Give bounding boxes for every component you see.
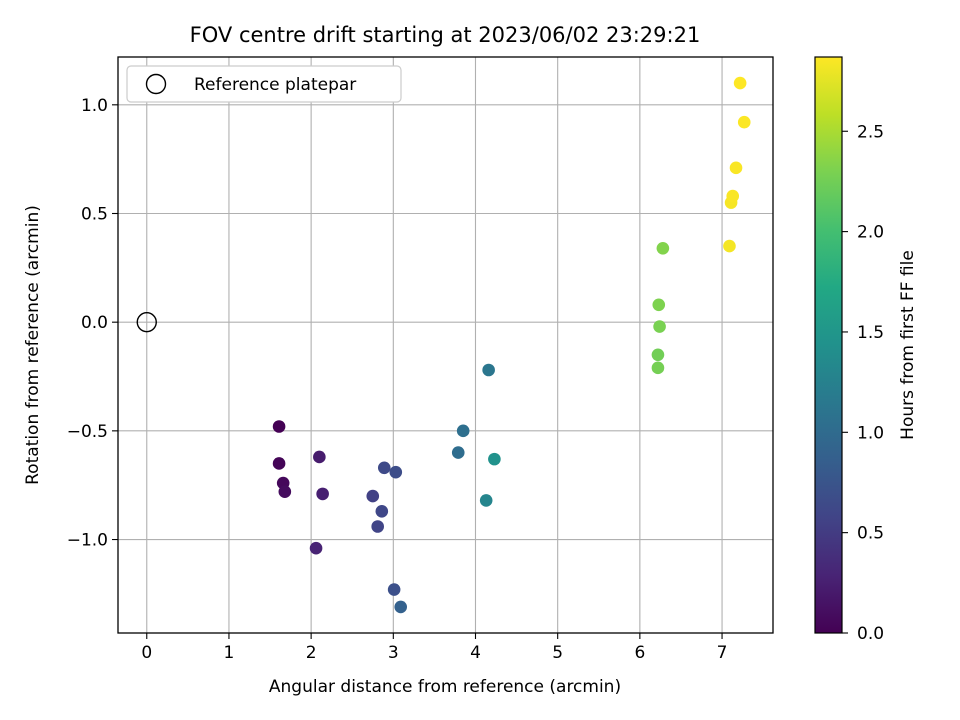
x-tick-label: 4 xyxy=(470,643,481,663)
x-tick-label: 0 xyxy=(141,643,152,663)
data-point xyxy=(389,465,403,479)
data-point xyxy=(387,583,401,596)
data-point xyxy=(651,361,665,375)
data-point xyxy=(316,487,329,501)
chart-title: FOV centre drift starting at 2023/06/02 … xyxy=(190,23,701,47)
y-tick-label: 0.5 xyxy=(81,204,108,224)
data-point xyxy=(723,239,736,253)
data-point xyxy=(737,115,751,129)
colorbar-tick-label: 2.0 xyxy=(857,223,884,243)
y-tick-label: 0.0 xyxy=(81,313,108,333)
legend-marker xyxy=(145,73,167,95)
reference-marker-group xyxy=(136,311,157,333)
x-tick-label: 3 xyxy=(388,643,399,663)
data-point xyxy=(366,489,380,503)
x-axis-label: Angular distance from reference (arcmin) xyxy=(269,677,621,697)
data-point xyxy=(488,452,501,466)
data-point xyxy=(278,485,292,499)
data-point xyxy=(653,320,666,333)
data-point xyxy=(726,189,740,203)
reference-platepar-marker xyxy=(136,311,157,333)
data-point xyxy=(394,600,408,614)
y-axis-label: Rotation from reference (arcmin) xyxy=(23,205,43,485)
data-point xyxy=(482,363,495,377)
colorbar-label: Hours from first FF file xyxy=(898,250,918,440)
data-point xyxy=(733,76,747,90)
x-tick-label: 1 xyxy=(224,643,235,663)
data-point xyxy=(371,520,384,533)
y-tick-label: −1.0 xyxy=(67,531,108,551)
colorbar: 0.0 0.5 1.0 1.5 2.0 2.5 Hours from first FF f… xyxy=(814,56,918,644)
colorbar-tick-label: 1.5 xyxy=(857,323,884,343)
y-tick-label: −0.5 xyxy=(67,422,108,442)
y-ticks: −1.0 −0.5 0.0 0.5 1.0 xyxy=(67,96,118,551)
colorbar-tick-label: 2.5 xyxy=(857,122,884,142)
data-point xyxy=(451,446,465,459)
data-point xyxy=(656,241,670,255)
colorbar-tick-label: 0.5 xyxy=(857,524,884,544)
data-point xyxy=(651,348,665,362)
colorbar-gradient xyxy=(815,57,842,633)
data-point xyxy=(272,457,286,470)
data-point xyxy=(479,494,493,507)
colorbar-tick-label: 1.0 xyxy=(857,423,884,443)
data-point xyxy=(375,504,389,518)
scatter-points xyxy=(272,76,751,614)
x-tick-label: 6 xyxy=(634,643,645,663)
data-point xyxy=(652,298,666,312)
data-point xyxy=(313,450,326,464)
data-point xyxy=(456,424,470,438)
data-point xyxy=(377,461,391,475)
legend-box xyxy=(126,65,402,103)
x-ticks: 0 1 2 3 4 5 6 7 xyxy=(141,633,727,663)
data-point xyxy=(272,420,286,433)
colorbar-tick-label: 0.0 xyxy=(857,624,884,644)
colorbar-ticks: 0.0 0.5 1.0 1.5 2.0 2.5 xyxy=(842,122,884,644)
legend: Reference platepar xyxy=(126,65,402,103)
x-tick-label: 2 xyxy=(306,643,317,663)
data-point xyxy=(309,541,323,555)
plot-frame xyxy=(117,56,774,634)
data-point xyxy=(729,161,743,175)
legend-label: Reference platepar xyxy=(194,75,356,95)
y-tick-label: 1.0 xyxy=(81,96,108,116)
colorbar-frame xyxy=(814,56,843,634)
x-tick-label: 7 xyxy=(717,643,728,663)
x-tick-label: 5 xyxy=(552,643,563,663)
